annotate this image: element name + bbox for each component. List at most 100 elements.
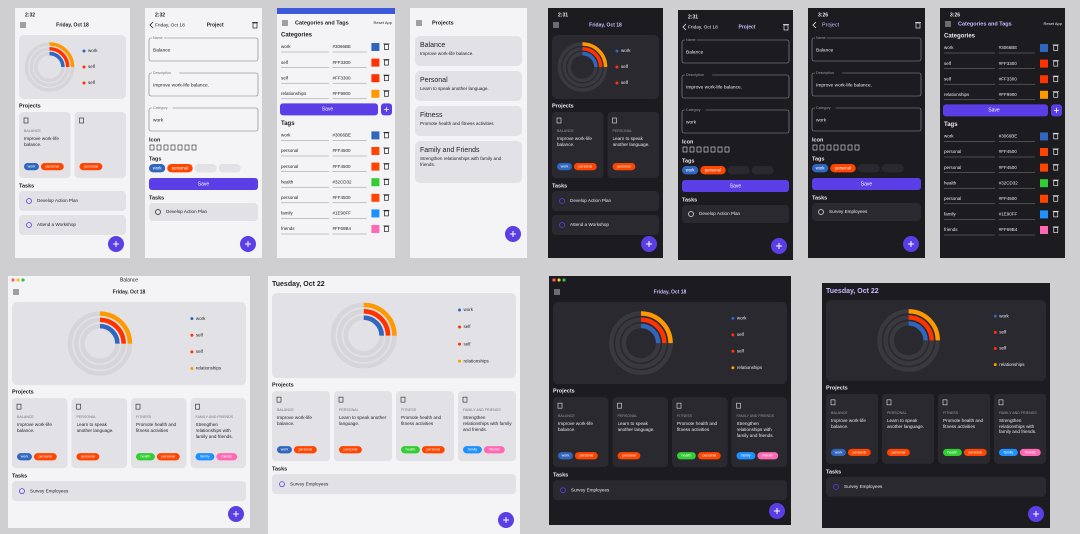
save-button[interactable] [943,104,1048,117]
trash-icon[interactable] [384,163,389,170]
color-swatch[interactable] [1040,163,1048,172]
task-checkbox[interactable] [688,211,694,217]
tag-chip[interactable] [293,446,317,454]
text-field[interactable] [811,107,922,132]
window-control[interactable] [11,278,15,282]
task-row[interactable] [19,215,126,235]
icon-option[interactable] [840,144,846,151]
color-swatch[interactable] [1040,90,1048,99]
project-card[interactable] [607,112,660,178]
empty-chip[interactable] [881,164,904,173]
task-checkbox[interactable] [560,487,566,494]
color-swatch[interactable] [371,43,380,51]
color-swatch[interactable] [1040,59,1048,68]
trash-icon[interactable] [1053,76,1059,83]
tag-chip[interactable] [847,448,871,457]
project-card[interactable] [334,391,392,462]
icon-option[interactable] [717,146,723,153]
tag-chip[interactable] [573,163,597,171]
tag-chip[interactable] [812,164,829,173]
empty-chip[interactable] [218,164,241,173]
icon-option[interactable] [812,144,818,151]
trash-icon[interactable] [384,194,389,201]
trash-icon[interactable] [1053,91,1059,98]
tag-chip[interactable] [736,452,756,460]
tag-chip[interactable] [149,164,166,173]
window-control[interactable] [557,278,561,282]
task-checkbox[interactable] [279,481,285,488]
tag-chip[interactable] [76,453,100,461]
tag-chip[interactable] [463,446,482,454]
project-card[interactable] [672,397,728,468]
reset-button[interactable]: Reset App [374,20,393,25]
project-card[interactable] [553,397,609,468]
icon-option[interactable] [819,144,825,151]
tag-chip[interactable] [17,453,32,461]
tag-chip[interactable] [963,448,987,457]
project-card[interactable] [731,397,788,468]
tag-chip[interactable] [33,453,57,461]
task-checkbox[interactable] [559,222,565,228]
text-field[interactable] [681,74,790,99]
task-checkbox[interactable] [19,488,25,495]
task-checkbox[interactable] [559,198,565,204]
project-card[interactable] [882,393,934,464]
empty-chip[interactable] [857,164,880,173]
tag-chip[interactable] [943,448,962,457]
icon-option[interactable] [826,144,832,151]
tag-chip[interactable] [558,452,573,460]
color-swatch[interactable] [371,131,380,140]
trash-icon[interactable] [1053,227,1059,233]
tag-chip[interactable] [40,163,64,171]
project-card[interactable] [552,112,604,178]
tag-chip[interactable] [339,446,362,454]
trash-icon[interactable] [1053,133,1059,140]
task-row[interactable] [12,481,246,502]
trash-icon[interactable] [783,24,789,31]
window-control[interactable] [16,278,20,282]
color-swatch[interactable] [371,178,380,187]
color-swatch[interactable] [371,209,380,218]
tag-chip[interactable] [677,452,696,460]
trash-icon[interactable] [1053,195,1059,202]
text-field[interactable] [811,72,922,97]
task-row[interactable] [552,215,659,235]
project-card[interactable] [826,393,878,464]
icon-option[interactable] [710,146,716,153]
tag-chip[interactable] [617,452,641,460]
project-card[interactable] [415,106,522,136]
tag-chip[interactable] [612,163,636,171]
back-icon[interactable] [682,23,687,31]
tag-chip[interactable] [136,453,155,461]
task-checkbox[interactable] [26,198,32,204]
project-card[interactable] [272,391,330,462]
project-card[interactable] [190,398,247,469]
tag-chip[interactable] [277,446,292,454]
trash-icon[interactable] [384,90,389,97]
task-checkbox[interactable] [833,483,839,490]
empty-chip[interactable] [194,164,217,173]
tag-chip[interactable] [195,453,215,461]
trash-icon[interactable] [384,59,389,66]
task-checkbox[interactable] [155,209,161,215]
project-card[interactable] [612,397,669,468]
task-row[interactable] [552,191,659,211]
trash-icon[interactable] [1053,164,1059,171]
icon-option[interactable] [177,144,183,151]
project-card[interactable] [19,112,71,178]
tag-chip[interactable] [216,453,238,461]
tag-chip[interactable] [830,164,856,173]
text-field[interactable] [148,37,259,62]
trash-icon[interactable] [252,22,258,29]
color-swatch[interactable] [1040,148,1048,156]
icon-option[interactable] [854,144,860,151]
tag-chip[interactable] [831,448,846,457]
tag-chip[interactable] [79,163,103,171]
project-card[interactable] [458,391,516,462]
window-control[interactable] [562,278,566,282]
tag-chip[interactable] [999,448,1018,457]
project-card[interactable] [415,141,522,183]
task-checkbox[interactable] [818,209,824,215]
trash-icon[interactable] [384,44,389,50]
task-row[interactable] [553,480,787,501]
